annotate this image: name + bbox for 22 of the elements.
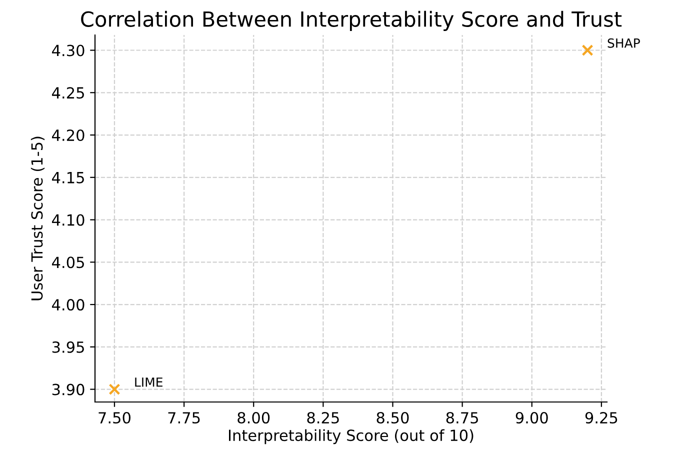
y-tick-label: 3.90 (52, 384, 84, 396)
y-tick-label: 4.10 (52, 214, 84, 226)
annotation: SHAP (608, 38, 640, 48)
y-axis-title: User Trust Score (1-5) (30, 136, 45, 300)
y-tick-label: 3.95 (52, 341, 84, 353)
x-tick-label: 8.75 (446, 412, 478, 424)
y-tick-label: 4.30 (52, 44, 84, 56)
x-axis-title: Interpretability Score (out of 10) (228, 429, 474, 444)
x-tick-label: 8.50 (376, 412, 409, 424)
y-tick-label: 4.15 (52, 172, 84, 184)
x-tick-label: 7.75 (168, 412, 200, 424)
x-tick-label: 7.50 (98, 412, 130, 424)
x-tick-label: 9.00 (516, 412, 548, 424)
y-tick-label: 4.00 (52, 298, 84, 311)
y-tick-label: 4.20 (52, 129, 84, 142)
annotation: LIME (135, 378, 162, 387)
y-tick-label: 4.05 (52, 256, 84, 268)
x-tick-label: 8.25 (307, 412, 339, 424)
chart-title: Correlation Between Interpretability Score and Trust (81, 10, 622, 31)
x-tick-label: 8.00 (238, 412, 270, 424)
y-tick-label: 4.25 (52, 87, 84, 99)
x-tick-label: 9.25 (585, 412, 618, 424)
